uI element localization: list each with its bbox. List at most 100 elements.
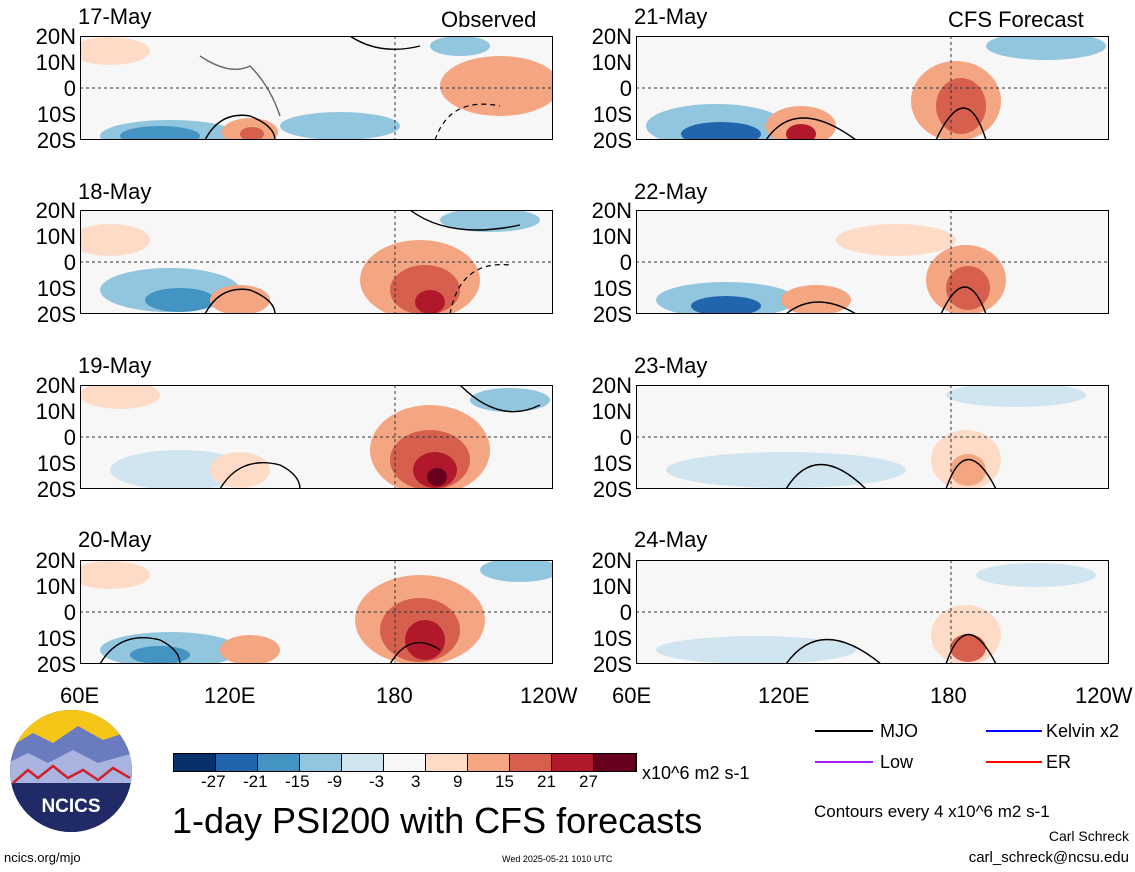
panel-date-label: 17-May xyxy=(78,4,152,29)
legend-label-mjo: MJO xyxy=(880,721,918,741)
lat-label: 20S xyxy=(592,128,632,153)
author-name: Carl Schreck xyxy=(1048,828,1129,844)
lat-label: 0 xyxy=(63,250,76,275)
colorbar-label: 15 xyxy=(495,772,514,791)
contour-note: Contours every 4 x10^6 m2 s-1 xyxy=(814,802,1050,821)
lat-label: 10N xyxy=(35,50,76,75)
lat-label: 0 xyxy=(63,76,76,101)
lon-label: 120W xyxy=(1075,683,1133,708)
map-panel-observed xyxy=(80,36,553,140)
map-panel-forecast xyxy=(636,560,1109,664)
lat-label: 10N xyxy=(591,399,632,424)
legend-line-low xyxy=(815,761,873,763)
colorbar-label: 27 xyxy=(579,772,598,791)
lat-label: 10S xyxy=(36,626,76,651)
lat-label: 0 xyxy=(619,76,632,101)
lat-label: 20S xyxy=(592,477,632,502)
lat-label: 10S xyxy=(36,102,76,127)
map-panel-observed xyxy=(80,385,553,489)
lat-label: 10S xyxy=(36,276,76,301)
lat-label: 20N xyxy=(35,24,76,49)
colorbar-swatch xyxy=(552,754,594,771)
lat-label: 10S xyxy=(592,276,632,301)
colorbar-label: 9 xyxy=(453,772,463,791)
lon-label: 60E xyxy=(60,683,100,708)
author-email: carl_schreck@ncsu.edu xyxy=(968,849,1129,866)
lat-label: 0 xyxy=(63,425,76,450)
colorbar-label: -27 xyxy=(201,772,226,791)
map-panel-observed xyxy=(80,560,553,664)
lat-label: 20N xyxy=(591,24,632,49)
panel-date-label: 20-May xyxy=(78,527,152,552)
lat-label: 20S xyxy=(36,128,76,153)
lon-label: 120W xyxy=(520,683,578,708)
lat-label: 20N xyxy=(35,373,76,398)
colorbar-swatch xyxy=(426,754,468,771)
panel-date-label: 23-May xyxy=(634,353,708,378)
lat-label: 0 xyxy=(619,250,632,275)
lat-label: 0 xyxy=(63,600,76,625)
lat-label: 20N xyxy=(35,548,76,573)
forecast-tag: CFS Forecast xyxy=(948,7,1084,32)
colorbar-swatch xyxy=(258,754,300,771)
lat-label: 20N xyxy=(591,548,632,573)
colorbar-label: -3 xyxy=(369,772,385,791)
colorbar-swatch xyxy=(384,754,426,771)
timestamp: Wed 2025-05-21 1010 UTC xyxy=(502,854,613,864)
lat-label: 0 xyxy=(619,425,632,450)
legend-line-er xyxy=(986,761,1042,763)
colorbar-label: -9 xyxy=(327,772,343,791)
lat-label: 20N xyxy=(591,373,632,398)
legend-label-er: ER xyxy=(1046,752,1072,772)
map-panel-observed xyxy=(80,210,553,314)
logo-text: NCICS xyxy=(41,796,100,817)
lat-label: 10N xyxy=(35,224,76,249)
panel-date-label: 21-May xyxy=(634,4,708,29)
colorbar-label: -21 xyxy=(243,772,268,791)
lat-label: 10N xyxy=(591,50,632,75)
lat-label: 20S xyxy=(36,652,76,677)
panel-date-label: 24-May xyxy=(634,527,708,552)
legend-line-kelvin xyxy=(986,730,1042,732)
units-label: x10^6 m2 s-1 xyxy=(642,763,750,783)
lat-label: 20S xyxy=(36,302,76,327)
site-url: ncics.org/mjo xyxy=(4,850,81,865)
colorbar-swatch xyxy=(510,754,552,771)
colorbar xyxy=(173,753,637,772)
observed-tag: Observed xyxy=(441,7,537,32)
lon-label: 120E xyxy=(204,683,256,708)
colorbar-swatch xyxy=(174,754,216,771)
map-panel-forecast xyxy=(636,36,1109,140)
map-panel-forecast xyxy=(636,385,1109,489)
legend-line-mjo xyxy=(815,730,873,732)
lon-label: 120E xyxy=(758,683,810,708)
colorbar-label: 21 xyxy=(537,772,556,791)
lon-label: 180 xyxy=(930,683,967,708)
lat-label: 20N xyxy=(35,198,76,223)
legend-label-low: Low xyxy=(880,752,914,772)
colorbar-swatch xyxy=(300,754,342,771)
colorbar-swatch xyxy=(342,754,384,771)
colorbar-label: 3 xyxy=(411,772,421,791)
colorbar-swatch xyxy=(216,754,258,771)
lat-label: 20S xyxy=(36,477,76,502)
legend-label-kelvin: Kelvin x2 xyxy=(1046,721,1120,741)
lat-label: 10S xyxy=(592,626,632,651)
colorbar-swatch xyxy=(468,754,510,771)
lat-label: 10N xyxy=(35,574,76,599)
lat-label: 20S xyxy=(592,302,632,327)
lat-label: 20N xyxy=(591,198,632,223)
lat-label: 20S xyxy=(592,652,632,677)
panel-date-label: 19-May xyxy=(78,353,152,378)
lat-label: 10N xyxy=(35,399,76,424)
lat-label: 10N xyxy=(591,574,632,599)
lat-label: 10S xyxy=(36,451,76,476)
lon-label: 60E xyxy=(612,683,652,708)
panel-date-label: 18-May xyxy=(78,179,152,204)
lat-label: 0 xyxy=(619,600,632,625)
lat-label: 10S xyxy=(592,102,632,127)
lat-label: 10S xyxy=(592,451,632,476)
map-panel-forecast xyxy=(636,210,1109,314)
figure-title: 1-day PSI200 with CFS forecasts xyxy=(172,800,703,841)
panel-date-label: 22-May xyxy=(634,179,708,204)
